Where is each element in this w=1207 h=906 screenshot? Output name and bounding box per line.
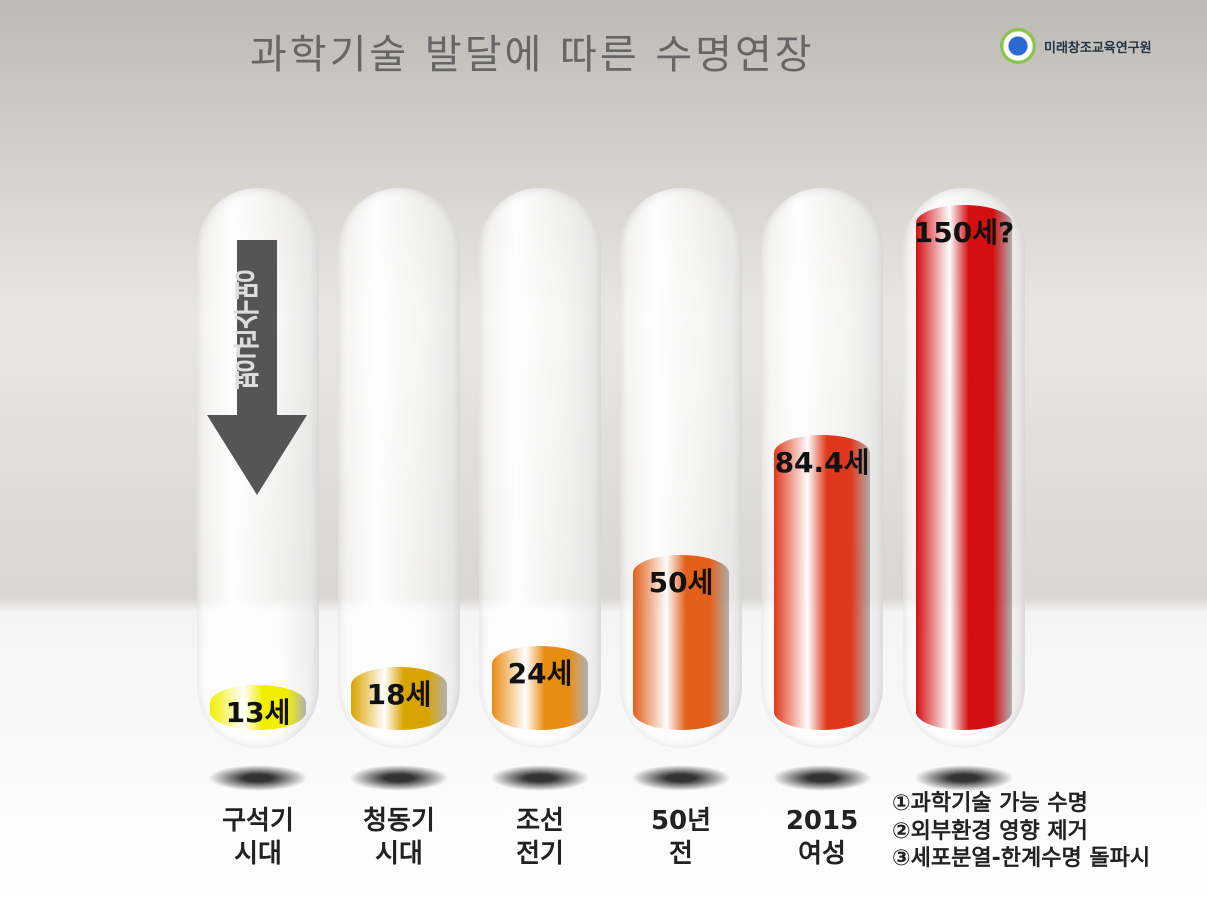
category-label: 50년 전 <box>650 806 712 869</box>
tube-shadow <box>914 765 1014 791</box>
category-label: 청동기 시대 <box>363 806 435 869</box>
bar <box>916 205 1012 730</box>
bar <box>492 646 588 730</box>
value-label: 18세 <box>366 678 432 711</box>
bar <box>351 667 447 730</box>
tube-shadow <box>772 765 872 791</box>
category-label: 조선 전기 <box>516 806 564 869</box>
bar <box>633 555 729 730</box>
value-label: 24세 <box>507 657 573 690</box>
arrow <box>207 240 307 495</box>
arrow-label: 평균수명 <box>232 270 267 390</box>
note-label: ①과학기술 가능 수명 ②외부환경 영향 제거 ③세포분열-한계수명 돌파시 <box>892 791 1151 871</box>
tube-shadow <box>349 765 449 791</box>
logo: 미래창조교육연구원 <box>1000 28 1152 64</box>
bar <box>210 684 306 730</box>
category-label: 2015 여성 <box>785 806 859 869</box>
category-label: 구석기 시대 <box>222 806 294 869</box>
tube <box>338 188 460 748</box>
logo-text: 미래창조교육연구원 <box>1044 40 1152 56</box>
value-label: 50세 <box>648 566 714 599</box>
value-label: 84.4세 <box>774 445 870 479</box>
value-label: 150세? <box>913 216 1015 249</box>
tube-shadow <box>490 765 590 791</box>
arrow-shape <box>207 240 307 495</box>
tube-shadow <box>208 765 308 791</box>
chart-title: 과학기술 발달에 따른 수명연장 <box>250 32 815 78</box>
tube-shadow <box>631 765 731 791</box>
logo-mark <box>1000 28 1036 64</box>
bar <box>774 434 870 730</box>
value-label: 13세 <box>225 695 291 729</box>
